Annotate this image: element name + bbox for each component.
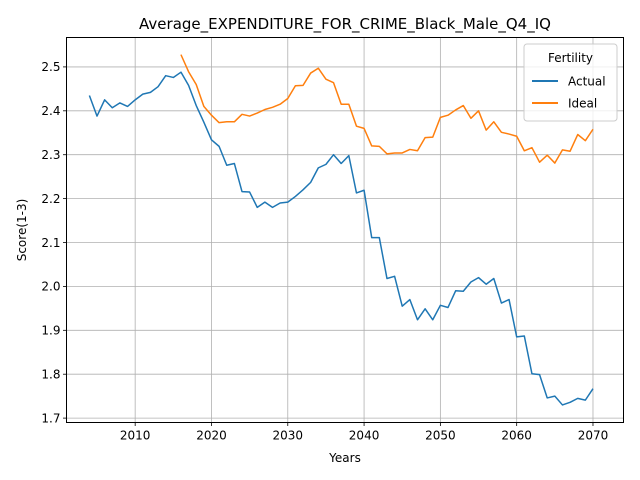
y-tick-label: 2.5 [41, 60, 60, 74]
legend: Fertility Actual Ideal [523, 43, 618, 122]
y-tick-label: 2.3 [41, 148, 60, 162]
y-tick-label: 2.4 [41, 104, 60, 118]
x-tick-label: 2030 [273, 429, 304, 443]
axis-ticks: 2010 2020 2030 2040 2050 2060 2070 1.7 1.8 1.9 2.0… [41, 60, 608, 442]
x-tick-label: 2050 [425, 429, 456, 443]
x-tick-label: 2060 [501, 429, 532, 443]
y-tick-label: 1.9 [41, 324, 60, 338]
y-tick-label: 1.8 [41, 368, 60, 382]
legend-label-ideal: Ideal [568, 97, 597, 111]
y-tick-label: 2.2 [41, 192, 60, 206]
x-tick-label: 2040 [349, 429, 380, 443]
grid-lines [66, 37, 624, 423]
y-axis-label: Score(1-3) [15, 199, 29, 262]
x-tick-label: 2070 [578, 429, 609, 443]
legend-label-actual: Actual [568, 75, 606, 89]
y-tick-label: 2.0 [41, 280, 60, 294]
legend-title: Fertility [548, 51, 593, 65]
y-tick-label: 1.7 [41, 411, 60, 425]
series-lines [88, 54, 594, 406]
plot-frame [66, 37, 624, 423]
legend-box [523, 43, 618, 122]
x-axis-label: Years [328, 451, 361, 465]
x-tick-label: 2010 [120, 429, 151, 443]
x-tick-label: 2020 [196, 429, 227, 443]
chart-title: Average_EXPENDITURE_FOR_CRIME_Black_Male… [139, 15, 551, 34]
series-line-actual [88, 71, 594, 406]
series-line-ideal [180, 54, 594, 164]
y-tick-label: 2.1 [41, 236, 60, 250]
